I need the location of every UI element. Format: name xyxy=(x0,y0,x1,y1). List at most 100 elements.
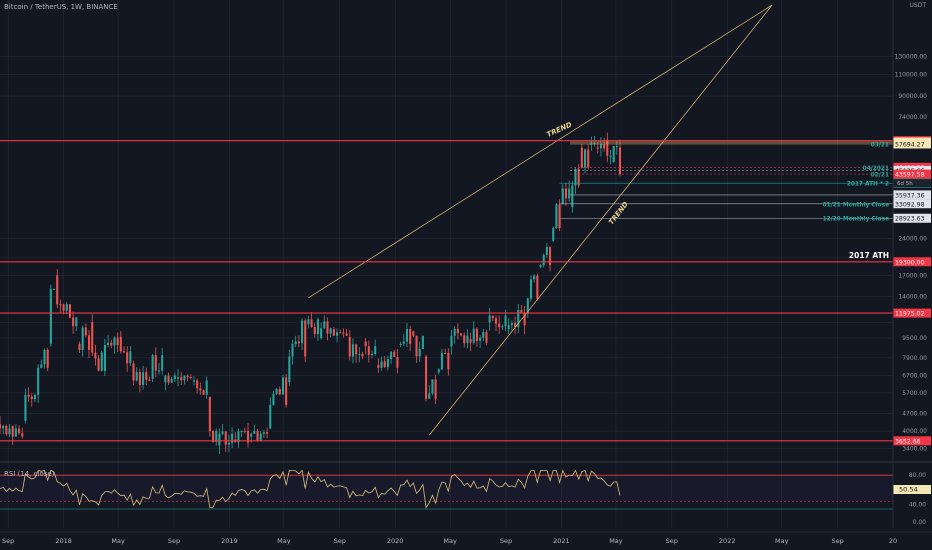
y-tick-label: 6700.00 xyxy=(902,373,927,380)
price-tag xyxy=(893,257,931,267)
price-tag xyxy=(893,436,931,446)
candle-body xyxy=(329,328,332,334)
price-tag xyxy=(893,190,931,200)
y-tick-label: 9500.00 xyxy=(902,335,927,342)
candle-body xyxy=(122,351,126,353)
x-tick-label: Sep xyxy=(2,537,14,545)
candle-body xyxy=(30,396,33,400)
rsi-band xyxy=(0,475,893,502)
candle-body xyxy=(68,304,71,318)
candle-body xyxy=(231,433,234,443)
candle-body xyxy=(606,139,609,156)
candle-body xyxy=(240,430,243,432)
candle-body xyxy=(523,312,526,326)
candle-body xyxy=(202,390,205,395)
candle-body xyxy=(526,298,529,314)
level-note: 03/21 xyxy=(871,142,889,148)
candle-body xyxy=(21,433,24,437)
price-tag xyxy=(893,139,931,149)
candle-body xyxy=(72,317,75,327)
level-note: 02/21 xyxy=(871,173,889,179)
y-tick-label: 110000.00 xyxy=(895,72,928,79)
rsi-tick-label: 80.00 xyxy=(909,472,926,479)
trend-line xyxy=(308,4,773,299)
candle-body xyxy=(335,332,339,336)
price-tag xyxy=(893,213,931,223)
candle-body xyxy=(520,310,523,313)
y-tick-label: 14000.00 xyxy=(898,293,927,300)
candle-body xyxy=(342,332,345,334)
candle-body xyxy=(256,430,259,441)
candle-body xyxy=(348,336,351,357)
candle-body xyxy=(0,424,2,429)
price-tag-label: 11975.02 xyxy=(895,311,925,318)
candle-body xyxy=(170,378,173,383)
candle-body xyxy=(126,352,129,364)
candle-body xyxy=(444,352,447,354)
candle-body xyxy=(218,433,221,446)
candle-body xyxy=(475,328,478,341)
candle-body xyxy=(173,375,176,379)
x-tick-label: Sep xyxy=(500,537,512,545)
candle-body xyxy=(501,326,504,328)
candle-body xyxy=(94,352,97,359)
candle-body xyxy=(294,341,297,345)
candle-body xyxy=(110,342,113,346)
price-tag-label: 33092.98 xyxy=(895,201,925,208)
candle-body xyxy=(97,358,100,371)
candle-body xyxy=(418,348,421,357)
trend-line xyxy=(428,4,773,436)
candle-body xyxy=(339,332,342,334)
y-tick-label: 5700.00 xyxy=(902,390,927,397)
candle-body xyxy=(46,349,49,368)
candle-body xyxy=(313,326,316,334)
candle-body xyxy=(227,442,230,445)
price-tag-label: 43597.58 xyxy=(895,172,925,179)
candle-body xyxy=(62,304,65,311)
candle-body xyxy=(472,328,475,343)
candle-body xyxy=(370,354,374,356)
candle-body xyxy=(345,333,348,336)
candle-body xyxy=(84,327,87,336)
level-note: 04/2021 xyxy=(863,166,889,172)
candle-body xyxy=(186,375,189,378)
y-tick-label: 17000.00 xyxy=(898,272,927,279)
candle-body xyxy=(138,371,141,385)
y-tick-label: 130000.00 xyxy=(895,54,928,61)
candle-body xyxy=(437,369,440,373)
candle-body xyxy=(453,328,456,336)
x-tick-label: 2019 xyxy=(221,537,238,545)
rsi-tick-label: 0.00 xyxy=(913,519,927,526)
level-note: 12/20 Monthly Close xyxy=(823,217,890,223)
candle-body xyxy=(504,315,507,327)
candle-body xyxy=(307,319,310,325)
rsi-tick-label: 40.00 xyxy=(909,502,926,509)
candle-body xyxy=(78,343,81,350)
candle-body xyxy=(450,335,453,347)
candle-body xyxy=(358,353,361,355)
candle-body xyxy=(116,337,119,346)
candle-body xyxy=(250,433,253,437)
candle-body xyxy=(164,375,167,383)
candle-body xyxy=(488,315,491,323)
candle-body xyxy=(132,363,135,381)
candle-body xyxy=(113,337,116,346)
price-tag-label: 35937.36 xyxy=(895,192,925,199)
candle-body xyxy=(205,380,208,395)
candle-body xyxy=(14,428,17,437)
symbol-title: Bitcoin / TetherUS, 1W, BINANCE xyxy=(4,3,118,11)
candle-body xyxy=(221,431,224,434)
candle-body xyxy=(367,346,370,355)
candle-body xyxy=(157,370,161,372)
candle-body xyxy=(545,247,548,255)
candle-body xyxy=(310,319,313,327)
candle-body xyxy=(364,341,367,347)
candle-body xyxy=(5,425,8,435)
rsi-value-tag xyxy=(893,485,931,494)
candle-body xyxy=(243,430,246,432)
candle-body xyxy=(316,319,319,334)
candle-body xyxy=(167,375,170,383)
x-tick-label: 2021 xyxy=(553,537,570,545)
